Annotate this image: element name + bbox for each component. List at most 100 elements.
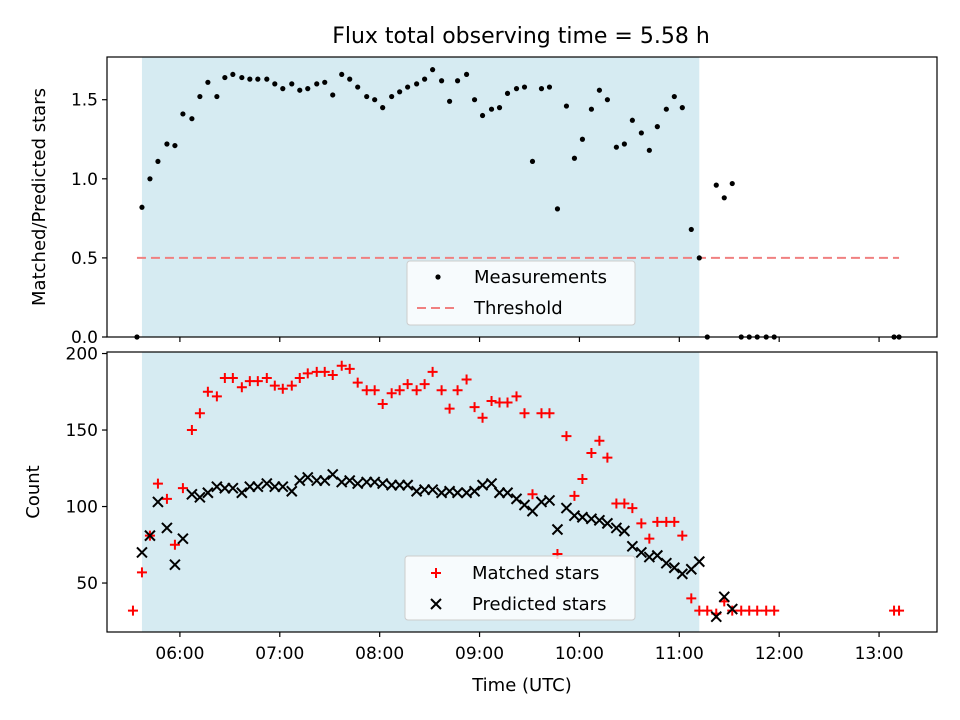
legend-label-measurements: Measurements bbox=[474, 267, 607, 288]
predicted-point bbox=[177, 532, 189, 545]
measurement-point bbox=[222, 74, 228, 81]
measurement-points bbox=[134, 67, 902, 340]
measurement-point bbox=[380, 105, 386, 111]
matched-point bbox=[261, 373, 272, 384]
matched-point bbox=[636, 518, 647, 529]
matched-point bbox=[544, 408, 555, 419]
matched-point bbox=[277, 383, 288, 394]
bottom-x-tick-label: 11:00 bbox=[655, 644, 704, 664]
top-legend-box bbox=[406, 260, 636, 326]
top-x-ticks bbox=[179, 337, 880, 342]
bottom-y-tick-label: 200 bbox=[66, 345, 98, 365]
legend-label-threshold: Threshold bbox=[473, 298, 563, 319]
predicted-point bbox=[693, 555, 705, 568]
predicted-point bbox=[451, 487, 464, 499]
matched-point bbox=[686, 593, 697, 604]
predicted-point bbox=[227, 482, 239, 494]
measurement-point bbox=[414, 81, 420, 87]
predicted-point bbox=[676, 568, 689, 580]
matched-point bbox=[352, 377, 363, 388]
matched-point bbox=[186, 425, 197, 436]
measurement-point bbox=[347, 76, 353, 82]
measurement-point bbox=[663, 106, 669, 112]
predicted-point bbox=[485, 477, 498, 490]
top-axes-frame bbox=[106, 56, 938, 338]
bottom-x-tick-label: 08:00 bbox=[355, 644, 404, 664]
legend-label-matched: Matched stars bbox=[472, 563, 599, 584]
measurement-point bbox=[529, 158, 536, 165]
predicted-point bbox=[526, 505, 539, 517]
measurement-point bbox=[405, 84, 411, 90]
top-panel: 0.0 0.5 1.0 1.5 Matched/Predicted stars Mea… bbox=[29, 56, 938, 348]
measurement-point bbox=[554, 206, 561, 212]
matched-point bbox=[269, 380, 280, 391]
measurement-point bbox=[629, 117, 635, 123]
matched-point bbox=[627, 503, 638, 514]
measurement-point bbox=[289, 81, 295, 87]
predicted-point bbox=[286, 485, 298, 497]
matched-point bbox=[327, 369, 338, 380]
predicted-point bbox=[551, 523, 564, 536]
matched-point bbox=[452, 385, 463, 396]
predicted-point bbox=[635, 546, 648, 559]
predicted-point bbox=[186, 488, 198, 501]
predicted-point bbox=[510, 493, 523, 505]
legend-label-predicted: Predicted stars bbox=[472, 594, 606, 615]
matched-point bbox=[577, 473, 588, 484]
measurement-point bbox=[488, 106, 495, 112]
predicted-points bbox=[136, 468, 738, 623]
predicted-point bbox=[344, 474, 356, 487]
predicted-point bbox=[426, 483, 439, 496]
predicted-point bbox=[376, 477, 389, 490]
bottom-y-tick-label: 150 bbox=[66, 421, 98, 441]
measurement-point bbox=[180, 111, 186, 117]
measurement-point bbox=[430, 67, 436, 73]
matched-point bbox=[461, 374, 472, 385]
bottom-x-tick-label: 09:00 bbox=[455, 644, 504, 664]
measurement-point bbox=[646, 147, 652, 153]
measurement-point bbox=[471, 97, 478, 103]
predicted-point bbox=[294, 474, 306, 487]
predicted-point bbox=[152, 496, 164, 508]
measurement-point bbox=[422, 76, 428, 82]
legend-marker-matched bbox=[431, 568, 441, 578]
measurement-point bbox=[339, 71, 345, 78]
matched-point bbox=[894, 605, 905, 616]
matched-point bbox=[677, 530, 688, 541]
measurement-point bbox=[139, 204, 145, 210]
bottom-legend-box bbox=[404, 555, 636, 621]
matched-point bbox=[369, 385, 380, 396]
bottom-x-ticks: 06:00 07:00 08:00 09:00 10:00 11:00 12:00 13:00 bbox=[155, 632, 904, 664]
matched-point bbox=[419, 379, 430, 390]
top-y-tick-label: 0.5 bbox=[71, 249, 98, 269]
measurement-point bbox=[446, 98, 453, 104]
measurement-point bbox=[230, 71, 236, 78]
measurement-point bbox=[438, 78, 445, 84]
bottom-panel: 50 100 150 200 06:00 07:00 08:00 09:00 10:00 11:… bbox=[23, 345, 938, 696]
measurement-point bbox=[372, 97, 378, 103]
measurement-point bbox=[397, 89, 403, 95]
matched-point bbox=[444, 403, 455, 414]
matched-point bbox=[294, 373, 305, 384]
top-ylabel: Matched/Predicted stars bbox=[29, 88, 50, 306]
measurement-point bbox=[496, 105, 503, 111]
matched-point bbox=[769, 605, 780, 616]
predicted-point bbox=[710, 610, 722, 623]
measurement-point bbox=[596, 87, 603, 93]
measurement-point bbox=[521, 84, 528, 90]
predicted-point bbox=[401, 479, 414, 491]
matched-point bbox=[211, 391, 222, 402]
measurement-point bbox=[713, 182, 719, 188]
measurement-point bbox=[538, 86, 545, 92]
matched-point bbox=[594, 435, 605, 446]
measurement-point bbox=[621, 141, 627, 147]
predicted-point bbox=[610, 522, 623, 534]
predicted-point bbox=[468, 485, 481, 497]
matched-point bbox=[527, 489, 538, 500]
measurement-point bbox=[355, 84, 361, 90]
measurement-point bbox=[297, 87, 303, 93]
predicted-point bbox=[593, 514, 606, 527]
matched-point bbox=[561, 431, 572, 442]
predicted-point bbox=[601, 517, 614, 530]
